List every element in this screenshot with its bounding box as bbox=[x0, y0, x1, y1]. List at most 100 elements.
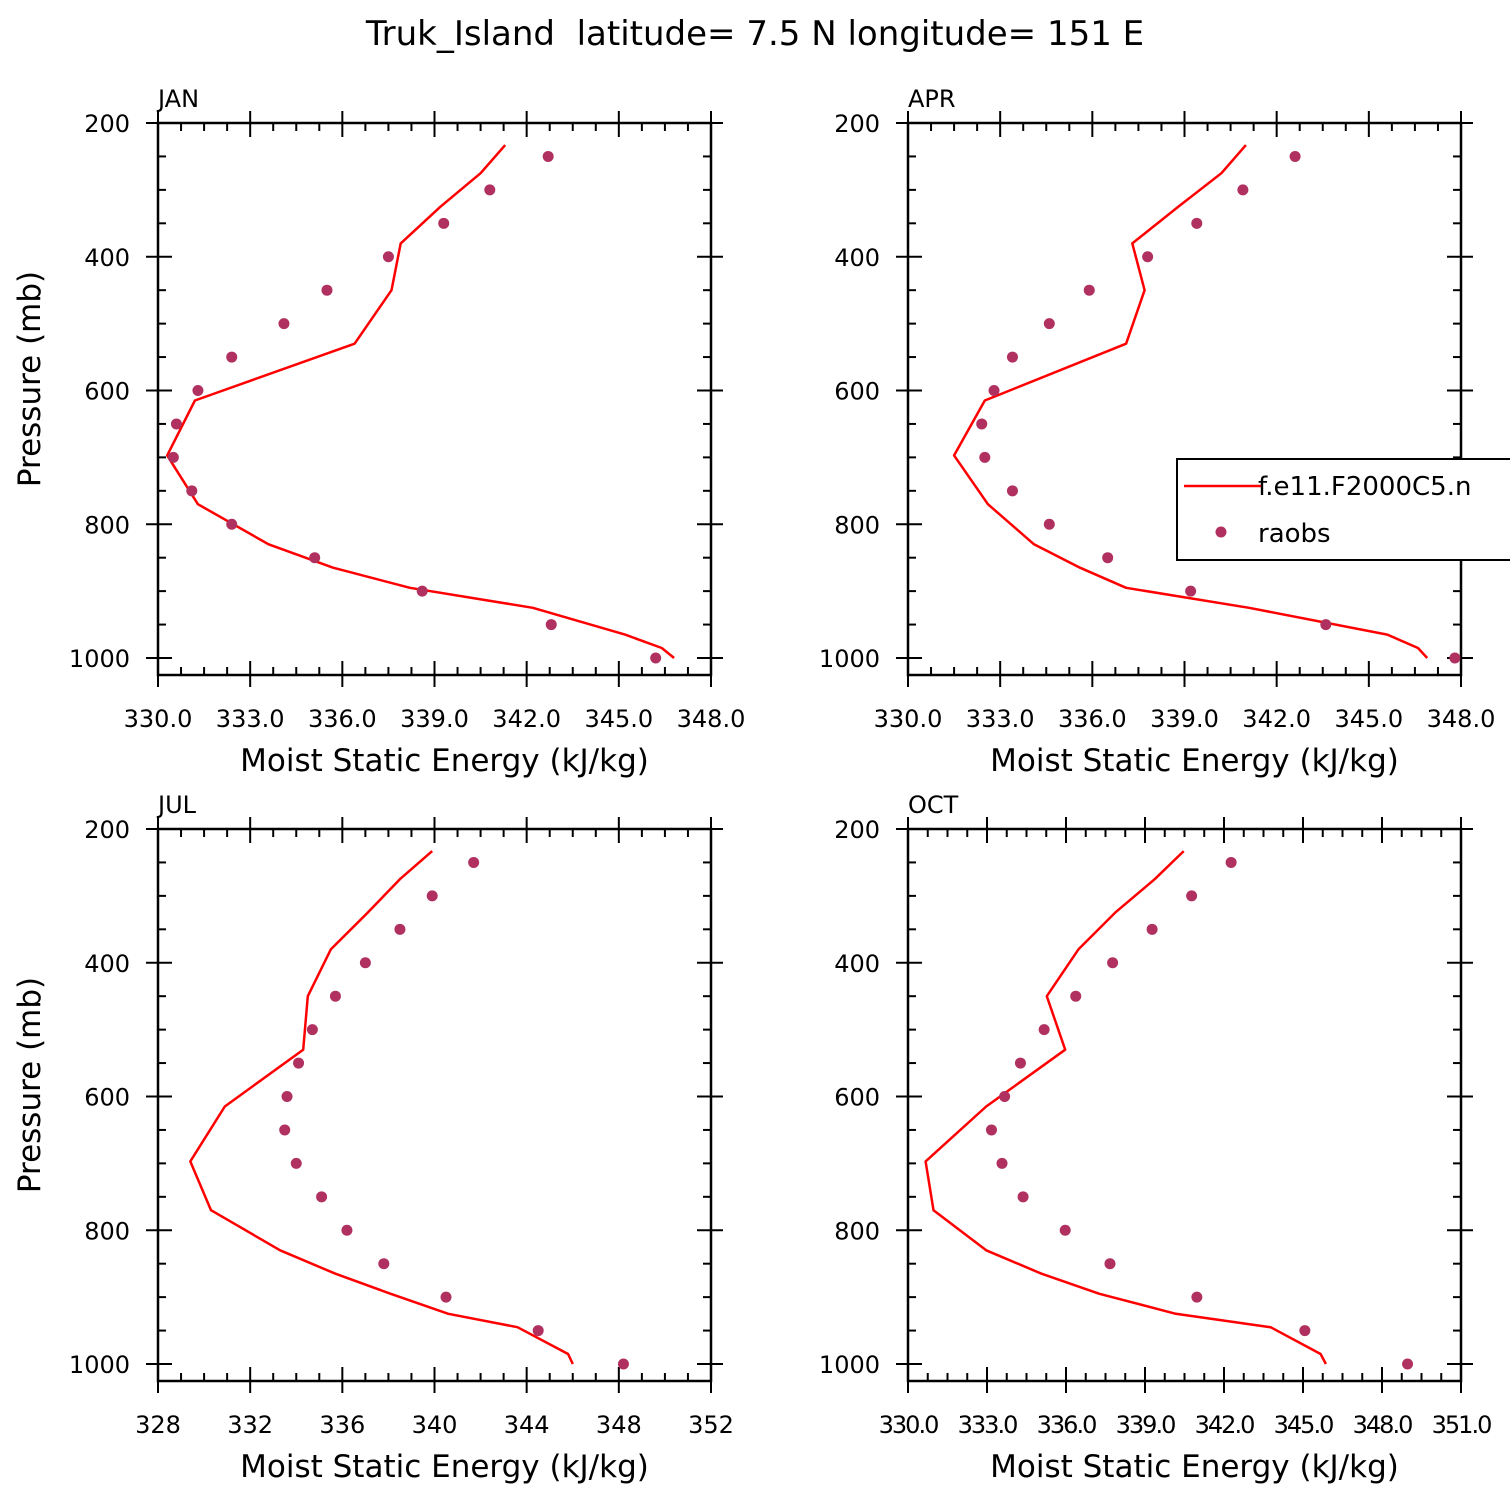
legend-obs-label: raobs bbox=[1258, 519, 1331, 549]
y-tick-label: 1000 bbox=[69, 645, 130, 673]
panels-group: JAN 200 400 600 800 1000 330.0 333.0 336.0 339.0 3… bbox=[12, 85, 1510, 1485]
obs-point bbox=[1191, 217, 1203, 229]
obs-point bbox=[186, 485, 198, 497]
obs-point bbox=[1146, 923, 1158, 935]
x-tick-label: 344 bbox=[504, 1411, 550, 1439]
x-tick-label: 348.0 bbox=[1353, 1411, 1412, 1439]
x-tick-label: 330.0 bbox=[879, 1411, 938, 1439]
obs-point bbox=[359, 957, 371, 969]
y-axis-label: Pressure (mb) bbox=[12, 271, 48, 487]
obs-point bbox=[468, 856, 480, 868]
x-tick-label: 342.0 bbox=[1195, 1411, 1254, 1439]
obs-point bbox=[650, 652, 662, 664]
model-series-line bbox=[924, 850, 1328, 1365]
x-tick-label: 342.0 bbox=[1242, 705, 1311, 733]
obs-point bbox=[532, 1325, 544, 1337]
obs-point bbox=[279, 1124, 291, 1136]
legend: f.e11.F2000C5.n raobs bbox=[1176, 458, 1510, 561]
x-tick-label: 351.0 bbox=[1432, 1411, 1491, 1439]
x-tick-label: 328 bbox=[135, 1411, 181, 1439]
panel-label: OCT bbox=[908, 791, 959, 819]
obs-point bbox=[988, 385, 1000, 396]
x-tick-label: 339.0 bbox=[1116, 1411, 1175, 1439]
obs-point bbox=[378, 1258, 390, 1270]
x-tick-label: 345.0 bbox=[1334, 705, 1403, 733]
obs-point bbox=[979, 451, 991, 463]
obs-point bbox=[167, 451, 179, 463]
obs-point bbox=[985, 1124, 997, 1136]
legend-model-label: f.e11.F2000C5.n bbox=[1258, 472, 1471, 502]
obs-point bbox=[321, 284, 333, 296]
obs-point bbox=[309, 552, 321, 564]
y-tick-label: 600 bbox=[834, 1084, 880, 1112]
model-series-line bbox=[189, 850, 574, 1365]
obs-point bbox=[1014, 1057, 1026, 1069]
x-tick-label: 345.0 bbox=[584, 705, 653, 733]
obs-point bbox=[382, 251, 394, 263]
obs-point bbox=[484, 184, 496, 196]
obs-point bbox=[281, 1091, 293, 1102]
chart-panel-oct: OCT 200 400 600 800 1000 330.0 333.0 336.0 339.0 3… bbox=[819, 791, 1493, 1485]
chart-panel-jul: JUL 200 400 600 800 1000 328 332 336 340 344 348 352… bbox=[12, 791, 734, 1485]
obs-point bbox=[341, 1224, 353, 1236]
y-tick-label: 800 bbox=[834, 1217, 880, 1245]
y-tick-label: 600 bbox=[834, 378, 880, 406]
obs-point bbox=[1083, 284, 1095, 296]
obs-point bbox=[290, 1157, 302, 1169]
x-tick-label: 339.0 bbox=[1150, 705, 1219, 733]
x-tick-label: 333.0 bbox=[966, 705, 1035, 733]
obs-point bbox=[426, 890, 438, 902]
x-axis-label: Moist Static Energy (kJ/kg) bbox=[240, 743, 649, 779]
x-axis-label: Moist Static Energy (kJ/kg) bbox=[240, 1449, 649, 1485]
obs-point bbox=[306, 1024, 318, 1036]
obs-point bbox=[316, 1191, 328, 1203]
obs-point bbox=[1107, 957, 1119, 969]
obs-point bbox=[1006, 351, 1018, 363]
obs-point bbox=[293, 1057, 305, 1069]
x-tick-label: 330.0 bbox=[124, 705, 193, 733]
x-tick-label: 336.0 bbox=[1037, 1411, 1096, 1439]
obs-point bbox=[542, 150, 554, 162]
y-tick-label: 1000 bbox=[819, 1351, 880, 1379]
obs-point bbox=[438, 217, 450, 229]
panel-label: JAN bbox=[156, 85, 199, 113]
x-tick-label: 348.0 bbox=[677, 705, 746, 733]
obs-point bbox=[1289, 150, 1301, 162]
obs-point bbox=[440, 1291, 452, 1303]
y-tick-label: 200 bbox=[84, 816, 130, 844]
x-tick-label: 345.0 bbox=[1274, 1411, 1333, 1439]
y-tick-label: 400 bbox=[84, 244, 130, 272]
legend-box bbox=[1176, 458, 1510, 561]
y-tick-label: 800 bbox=[84, 1217, 130, 1245]
obs-point bbox=[226, 518, 238, 530]
model-series-line bbox=[165, 144, 675, 659]
obs-point bbox=[416, 585, 428, 597]
figure-title: Truk_Island latitude= 7.5 N longitude= 1… bbox=[365, 14, 1144, 54]
obs-point bbox=[976, 418, 988, 430]
panel-label: APR bbox=[908, 85, 956, 113]
y-tick-label: 600 bbox=[84, 1084, 130, 1112]
obs-point bbox=[1104, 1258, 1116, 1270]
obs-point bbox=[1059, 1224, 1071, 1236]
obs-point bbox=[1070, 990, 1082, 1002]
obs-point bbox=[329, 990, 341, 1002]
obs-point bbox=[1043, 518, 1055, 530]
legend-obs-swatch bbox=[1215, 526, 1227, 538]
x-tick-label: 352 bbox=[688, 1411, 734, 1439]
obs-point bbox=[1043, 318, 1055, 330]
panel-label: JUL bbox=[156, 791, 197, 819]
obs-point bbox=[192, 385, 204, 396]
y-tick-label: 800 bbox=[834, 511, 880, 539]
y-tick-label: 400 bbox=[834, 950, 880, 978]
x-tick-label: 339.0 bbox=[400, 705, 469, 733]
obs-point bbox=[999, 1091, 1011, 1102]
y-axis-label: Pressure (mb) bbox=[12, 977, 48, 1193]
x-tick-label: 332 bbox=[227, 1411, 273, 1439]
obs-point bbox=[278, 318, 290, 330]
chart-panel-jan: JAN 200 400 600 800 1000 330.0 333.0 336.0 339.0 3… bbox=[12, 85, 745, 779]
y-tick-label: 200 bbox=[84, 110, 130, 138]
obs-point bbox=[617, 1358, 629, 1370]
y-tick-label: 400 bbox=[84, 950, 130, 978]
obs-point bbox=[1038, 1024, 1050, 1036]
y-tick-label: 800 bbox=[84, 511, 130, 539]
